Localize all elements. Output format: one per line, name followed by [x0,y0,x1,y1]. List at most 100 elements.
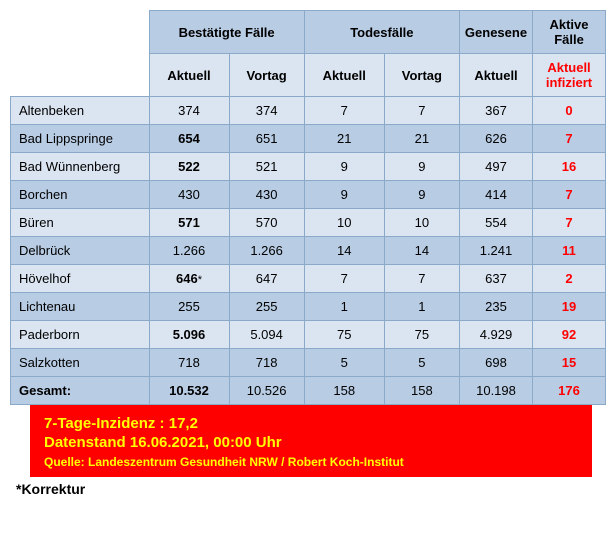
cell-active: 7 [533,209,606,237]
cell-deaths-current: 7 [304,97,384,125]
cell-active: 2 [533,265,606,293]
table-body: Altenbeken374374773670Bad Lippspringe654… [11,97,606,405]
cell-deaths-current: 1 [304,293,384,321]
header-recovered: Genesene [460,11,533,54]
row-label: Salzkotten [11,349,150,377]
row-label: Borchen [11,181,150,209]
cell-deaths-previous: 7 [384,97,459,125]
sub-active-current: Aktuell infiziert [533,54,606,97]
cell-confirmed-previous: 521 [229,153,304,181]
cell-deaths-current: 9 [304,153,384,181]
cell-confirmed-current: 374 [149,97,229,125]
cell-confirmed-current: 255 [149,293,229,321]
group-header-row: Bestätigte Fälle Todesfälle Genesene Akt… [11,11,606,54]
cell-confirmed-previous: 718 [229,349,304,377]
sub-confirmed-current: Aktuell [149,54,229,97]
cell-active: 19 [533,293,606,321]
cell-confirmed-previous: 1.266 [229,237,304,265]
cell-confirmed-previous: 651 [229,125,304,153]
cell-recovered: 1.241 [460,237,533,265]
cell-deaths-previous: 9 [384,181,459,209]
table-row: Salzkotten7187185569815 [11,349,606,377]
cell-deaths-previous: 75 [384,321,459,349]
total-label: Gesamt: [11,377,150,405]
cell-deaths-previous: 1 [384,293,459,321]
table-row: Altenbeken374374773670 [11,97,606,125]
info-source: Quelle: Landeszentrum Gesundheit NRW / R… [44,455,578,469]
cell-confirmed-current: 5.096 [149,321,229,349]
header-confirmed: Bestätigte Fälle [149,11,304,54]
cell-recovered: 698 [460,349,533,377]
cell-recovered: 626 [460,125,533,153]
cell-active: 7 [533,125,606,153]
cell-confirmed-previous: 570 [229,209,304,237]
covid-table: Bestätigte Fälle Todesfälle Genesene Akt… [10,10,606,405]
cell-deaths-previous: 7 [384,265,459,293]
cell-deaths-previous: 14 [384,237,459,265]
cell-confirmed-current: 654 [149,125,229,153]
row-label: Bad Lippspringe [11,125,150,153]
cell-recovered: 235 [460,293,533,321]
cell-deaths-current: 10 [304,209,384,237]
cell-confirmed-current: 718 [149,349,229,377]
sub-confirmed-previous: Vortag [229,54,304,97]
total-cell: 10.526 [229,377,304,405]
cell-deaths-previous: 9 [384,153,459,181]
cell-confirmed-current: 522 [149,153,229,181]
total-cell: 10.532 [149,377,229,405]
row-label: Hövelhof [11,265,150,293]
header-deaths: Todesfälle [304,11,459,54]
cell-deaths-previous: 10 [384,209,459,237]
table-row: Büren57157010105547 [11,209,606,237]
table-row: Paderborn5.0965.09475754.92992 [11,321,606,349]
total-cell: 10.198 [460,377,533,405]
table-row: Hövelhof646*647776372 [11,265,606,293]
total-cell: 158 [384,377,459,405]
cell-active: 15 [533,349,606,377]
cell-recovered: 637 [460,265,533,293]
cell-deaths-current: 21 [304,125,384,153]
row-label: Bad Wünnenberg [11,153,150,181]
cell-deaths-current: 14 [304,237,384,265]
row-label: Paderborn [11,321,150,349]
row-label: Altenbeken [11,97,150,125]
header-active: Aktive Fälle [533,11,606,54]
cell-deaths-previous: 5 [384,349,459,377]
cell-confirmed-current: 646* [149,265,229,293]
cell-deaths-current: 5 [304,349,384,377]
row-label: Delbrück [11,237,150,265]
sub-deaths-previous: Vortag [384,54,459,97]
cell-confirmed-current: 430 [149,181,229,209]
sub-deaths-current: Aktuell [304,54,384,97]
row-label: Büren [11,209,150,237]
info-box: 7-Tage-Inzidenz : 17,2 Datenstand 16.06.… [30,405,592,477]
cell-deaths-current: 7 [304,265,384,293]
cell-recovered: 554 [460,209,533,237]
cell-confirmed-previous: 255 [229,293,304,321]
cell-active: 11 [533,237,606,265]
info-datestamp: Datenstand 16.06.2021, 00:00 Uhr [44,434,578,451]
cell-active: 0 [533,97,606,125]
cell-confirmed-previous: 374 [229,97,304,125]
row-label: Lichtenau [11,293,150,321]
cell-deaths-current: 75 [304,321,384,349]
cell-confirmed-current: 1.266 [149,237,229,265]
sub-header-row: Aktuell Vortag Aktuell Vortag Aktuell Ak… [11,54,606,97]
table-row: Lichtenau2552551123519 [11,293,606,321]
cell-recovered: 367 [460,97,533,125]
cell-confirmed-current: 571 [149,209,229,237]
cell-recovered: 497 [460,153,533,181]
cell-recovered: 4.929 [460,321,533,349]
blank-corner-2 [11,54,150,97]
sub-recovered-current: Aktuell [460,54,533,97]
table-row: Bad Lippspringe65465121216267 [11,125,606,153]
cell-recovered: 414 [460,181,533,209]
total-active: 176 [533,377,606,405]
cell-deaths-previous: 21 [384,125,459,153]
table-row: Delbrück1.2661.26614141.24111 [11,237,606,265]
table-row: Borchen430430994147 [11,181,606,209]
total-row: Gesamt:10.53210.52615815810.198176 [11,377,606,405]
cell-confirmed-previous: 5.094 [229,321,304,349]
cell-deaths-current: 9 [304,181,384,209]
cell-active: 92 [533,321,606,349]
